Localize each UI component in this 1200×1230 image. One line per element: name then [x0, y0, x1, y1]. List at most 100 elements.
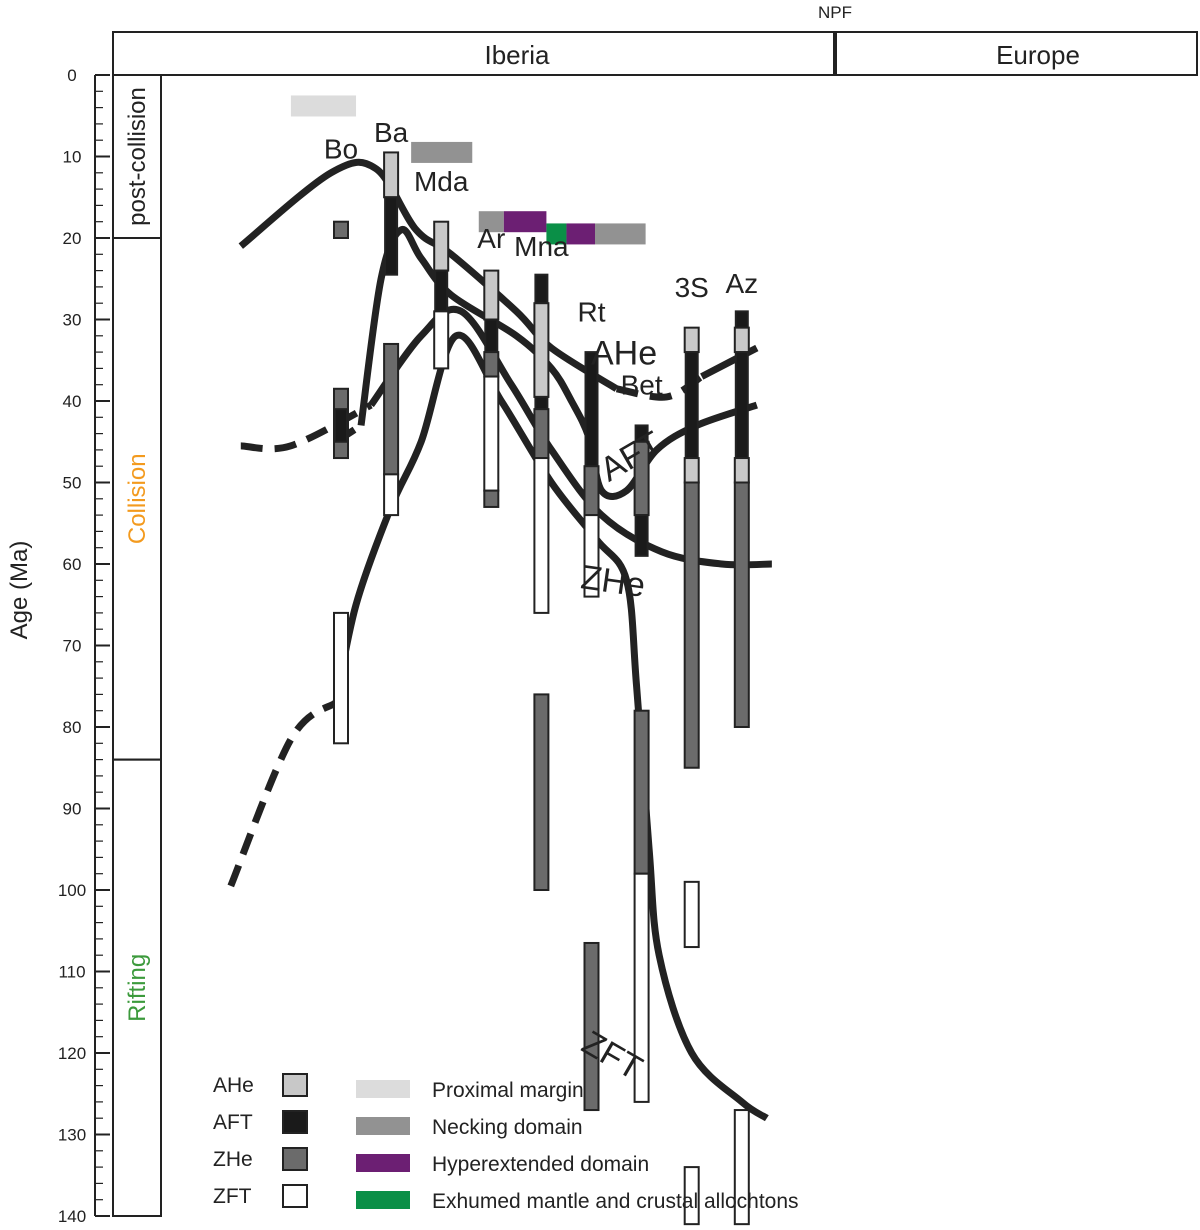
header-box — [112, 31, 1198, 76]
bar-bo-aft — [334, 408, 348, 443]
legend-domain-label: Necking domain — [432, 1116, 583, 1139]
bar-bo-zhe — [333, 220, 349, 239]
domain-bar — [546, 223, 567, 245]
bar-mna-zft — [533, 457, 550, 614]
sample-label: Rt — [578, 296, 606, 327]
legend-method-label: AHe — [213, 1074, 254, 1097]
legend-method-label: ZFT — [213, 1185, 252, 1208]
bar-3s-zft — [683, 880, 700, 949]
curve-label-ahe: AHe — [591, 334, 657, 372]
sample-bars — [333, 151, 750, 1226]
sample-label: Mda — [414, 166, 469, 197]
bar-az-zft — [733, 1109, 750, 1226]
y-axis: 0 10 20 30 40 50 60 70 80 90 100 110 120 130 140 — [58, 66, 110, 1226]
curve-label-aft: AFT — [594, 424, 669, 489]
y-tick-label: 10 — [63, 148, 82, 167]
phase-label: post-collision — [124, 87, 151, 226]
y-tick-label: 100 — [58, 881, 86, 900]
domain-bar — [290, 95, 357, 117]
sample-label: Mna — [514, 231, 569, 262]
phase-label: Collision — [124, 453, 151, 544]
phase-box — [112, 758, 162, 1217]
bar-az-ahe — [733, 326, 750, 354]
bar-az-aft — [734, 310, 749, 329]
legend-domain-swatch — [356, 1080, 410, 1098]
bar-az-ahe — [733, 457, 750, 484]
legend-domain-swatch — [356, 1117, 410, 1135]
bar-mna-aft — [534, 395, 549, 411]
region-iberia: Iberia — [484, 40, 550, 70]
bar-ba-zft — [383, 473, 400, 517]
bar-rt-zft — [583, 514, 600, 598]
y-tick-label: 70 — [63, 637, 82, 656]
domain-bar — [503, 211, 547, 233]
sample-label: Az — [725, 268, 758, 299]
fault-label-npf: NPF — [818, 3, 852, 22]
y-tick-label: 140 — [58, 1207, 86, 1226]
y-tick-label: 80 — [63, 718, 82, 737]
bar-ar-zhe — [483, 351, 500, 378]
region-europe: Europe — [996, 40, 1080, 70]
bar-3s-ahe — [683, 326, 700, 354]
bar-ba-aft — [384, 196, 399, 276]
y-tick-label: 50 — [63, 474, 82, 493]
y-tick-label: 40 — [63, 392, 82, 411]
legend: AHe AFT ZHe ZFT Proximal margin Necking domai… — [213, 1073, 799, 1213]
curve-zhe — [240, 401, 373, 453]
bar-bo-zft — [333, 611, 349, 745]
bar-mda-aft — [434, 269, 449, 313]
legend-method-swatch — [282, 1184, 308, 1208]
domain-bars — [290, 95, 646, 245]
bar-mda-ahe — [433, 220, 450, 272]
y-axis-label: Age (Ma) — [6, 541, 33, 640]
bar-ar-aft — [484, 318, 499, 354]
bar-rt-zhe — [583, 941, 600, 1112]
bar-mda-zft — [433, 310, 450, 370]
domain-bar — [411, 141, 473, 163]
bar-rt-zhe — [583, 465, 600, 517]
legend-method-swatch — [282, 1073, 308, 1097]
legend-domain-swatch — [356, 1154, 410, 1172]
bar-3s-zhe — [683, 481, 700, 769]
bar-mna-zhe — [533, 693, 550, 892]
bar-ar-zft — [483, 375, 500, 492]
legend-method-label: AFT — [213, 1111, 253, 1134]
y-tick-label: 110 — [58, 963, 85, 982]
sample-label: Ar — [477, 223, 505, 254]
domain-bar — [566, 223, 596, 245]
bar-az-zhe — [733, 481, 750, 728]
bar-bet-zhe — [633, 709, 650, 875]
bar-ba-ahe — [383, 151, 400, 199]
sample-label: Bo — [324, 133, 358, 164]
y-tick-label: 30 — [63, 311, 82, 330]
curve-label-zhe: ZHe — [579, 558, 648, 605]
sample-label: Bet — [621, 370, 663, 401]
curve-zft — [227, 699, 339, 888]
bar-ar-zhe — [483, 489, 500, 508]
legend-method-swatch — [282, 1110, 308, 1134]
phase-column: post-collision Collision Rifting — [112, 74, 162, 1217]
phase-label: Rifting — [124, 954, 151, 1022]
domain-bar — [595, 223, 646, 245]
bar-mna-aft — [534, 273, 549, 305]
legend-domain-swatch — [356, 1191, 410, 1209]
legend-method-label: ZHe — [213, 1148, 253, 1171]
y-tick-label: 0 — [67, 66, 76, 85]
bar-ba-zhe — [383, 342, 400, 476]
bar-3s-ahe — [683, 457, 700, 484]
legend-domain-label: Exhumed mantle and crustal allochtons — [432, 1190, 799, 1213]
y-tick-label: 60 — [63, 555, 82, 574]
bar-az-aft — [734, 351, 749, 460]
bar-3s-aft — [684, 351, 699, 460]
y-tick-label: 120 — [58, 1044, 86, 1063]
legend-domain-label: Proximal margin — [432, 1079, 584, 1102]
y-tick-label: 20 — [63, 229, 82, 248]
bar-bet-aft — [634, 514, 649, 557]
sample-label: Ba — [374, 117, 409, 148]
legend-domain-label: Hyperextended domain — [432, 1153, 649, 1176]
domain-bar — [478, 211, 504, 233]
legend-method-swatch — [282, 1147, 308, 1171]
y-tick-label: 130 — [58, 1126, 86, 1145]
